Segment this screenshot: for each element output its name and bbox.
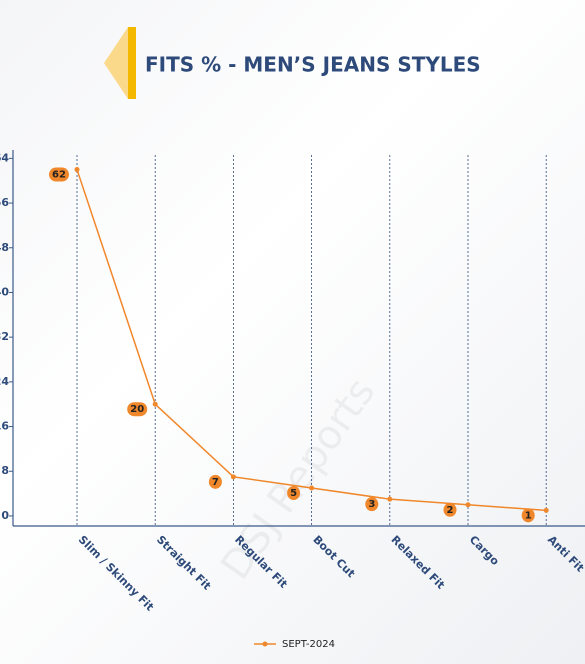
y-tick-label: 32 (0, 330, 9, 343)
y-tick-label: 40 (0, 285, 9, 298)
point (152, 401, 158, 407)
x-tick-label: Cargo (467, 533, 502, 568)
data-label: 2 (447, 505, 454, 516)
legend-label: SEPT-2024 (282, 639, 335, 650)
point (387, 496, 393, 502)
legend-marker (262, 641, 268, 647)
label-badge (443, 502, 457, 517)
data-label: 5 (290, 488, 297, 499)
label-badge (208, 474, 222, 489)
y-tick-label: 24 (0, 375, 9, 388)
point (230, 474, 236, 480)
label-badge (127, 402, 148, 417)
title-bar (128, 27, 136, 99)
point (543, 507, 549, 513)
point (74, 167, 80, 173)
y-tick-label: 56 (0, 196, 9, 209)
data-label: 62 (52, 170, 66, 181)
y-tick-label: 0 (1, 509, 9, 522)
y-tick-label: 8 (1, 464, 9, 477)
label-badge (49, 167, 69, 182)
data-label: 1 (525, 510, 532, 521)
title-icon (104, 27, 128, 99)
data-label: 3 (368, 499, 375, 510)
y-tick-label: 48 (0, 241, 9, 254)
x-tick-label: Relaxed Fit (389, 533, 448, 592)
label-badge (521, 508, 535, 523)
label-badge (287, 486, 301, 501)
watermark: DSJ Reports (212, 370, 384, 588)
chart-title: FITS % - MEN’S JEANS STYLES (145, 53, 481, 77)
x-tick-label: Slim / Skinny Fit (76, 533, 156, 613)
y-tick-label: 64 (0, 151, 9, 164)
x-tick-label: Boot Cut (310, 533, 357, 580)
point (465, 502, 471, 508)
label-badge (365, 497, 379, 512)
data-label: 20 (130, 404, 144, 415)
y-tick-label: 16 (0, 420, 9, 433)
data-label: 7 (212, 477, 219, 488)
point (309, 485, 315, 491)
x-tick-label: Straight Fit (154, 533, 213, 592)
x-tick-label: Anti Fit (545, 533, 585, 575)
